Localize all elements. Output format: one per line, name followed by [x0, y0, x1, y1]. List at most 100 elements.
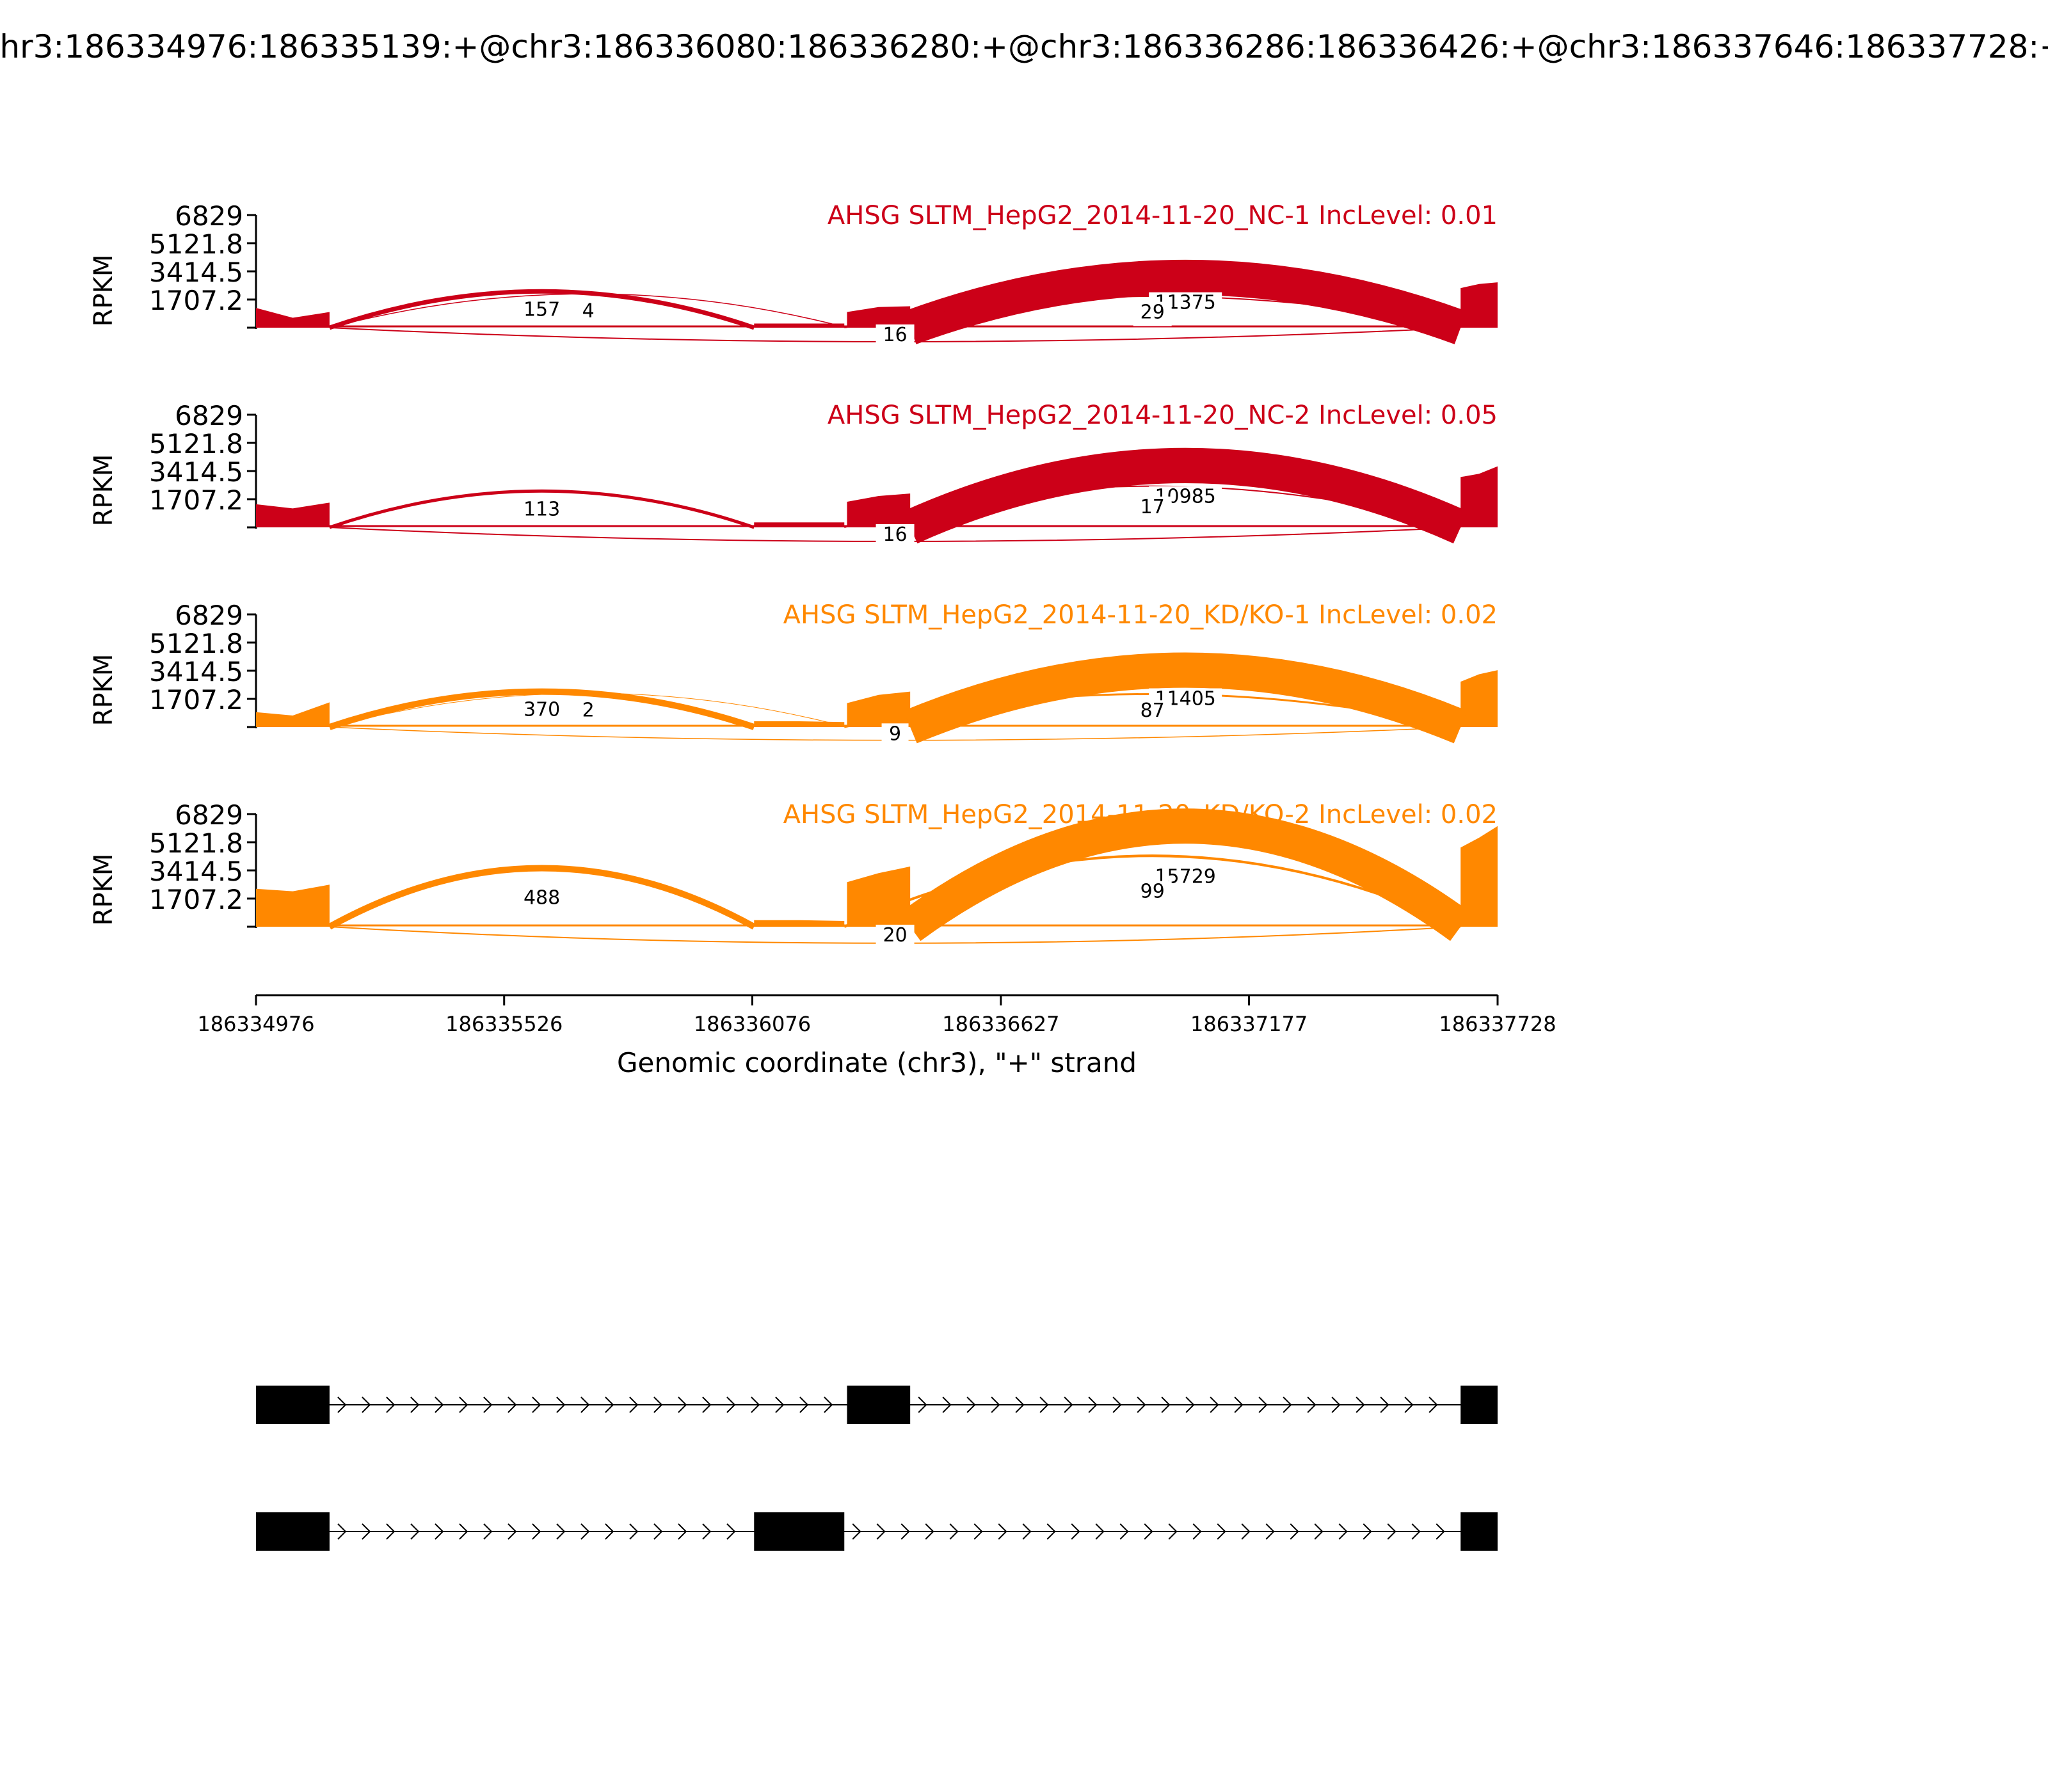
isoform-row	[256, 1512, 1498, 1551]
strand-chevron	[1046, 1523, 1056, 1540]
junction-label-bg	[876, 324, 915, 349]
coverage-area	[256, 702, 330, 727]
strand-chevron	[1356, 1396, 1365, 1413]
strand-chevron	[1258, 1396, 1268, 1413]
junction-arc	[844, 485, 1461, 528]
panel-title: AHSG SLTM_HepG2_2014-11-20_KD/KO-1 IncLe…	[783, 600, 1498, 630]
strand-chevron	[1387, 1523, 1396, 1540]
junction-arc	[329, 293, 847, 328]
junction-label: 16	[883, 524, 907, 546]
coverage-area	[847, 691, 911, 727]
junction-arc	[844, 854, 1462, 928]
strand-chevron	[1161, 1396, 1171, 1413]
x-axis: 186334976 186335526 186336076 186336627 1863…	[197, 994, 1556, 1078]
strand-chevron	[1022, 1523, 1032, 1540]
strand-chevron	[1064, 1396, 1073, 1413]
strand-chevron	[605, 1396, 614, 1413]
strand-chevron	[1241, 1523, 1251, 1540]
strand-chevron	[1436, 1523, 1445, 1540]
strand-chevron	[386, 1523, 396, 1540]
strand-chevron	[362, 1396, 371, 1413]
strand-chevron	[532, 1396, 541, 1413]
coverage-area	[847, 866, 911, 927]
junction-label: 87	[1140, 700, 1165, 722]
strand-chevron	[1168, 1523, 1178, 1540]
x-axis-label: Genomic coordinate (chr3), "+" strand	[617, 1047, 1137, 1078]
coverage-area	[256, 502, 330, 527]
strand-chevron	[1307, 1396, 1316, 1413]
strand-chevron	[459, 1396, 468, 1413]
coverage-area	[1460, 466, 1498, 527]
strand-chevron	[775, 1396, 785, 1413]
x-tick-label: 186337177	[1190, 1012, 1308, 1036]
strand-chevron	[532, 1523, 541, 1540]
strand-chevron	[1411, 1523, 1421, 1540]
strand-chevron	[1290, 1523, 1299, 1540]
junction-label-bg	[1133, 496, 1172, 521]
panel-title: AHSG SLTM_HepG2_2014-11-20_NC-1 IncLevel…	[828, 201, 1498, 230]
strand-chevron	[726, 1523, 736, 1540]
exon-block	[1460, 1512, 1498, 1551]
strand-chevron	[1314, 1523, 1324, 1540]
strand-chevron	[435, 1523, 444, 1540]
junction-arc	[902, 447, 1468, 544]
y-axis-label: RPKM	[89, 454, 118, 527]
junction-label: 29	[1140, 301, 1165, 324]
strand-chevron	[751, 1396, 760, 1413]
strand-chevron	[1404, 1396, 1414, 1413]
strand-chevron	[1095, 1523, 1105, 1540]
strand-chevron	[1380, 1396, 1389, 1413]
coverage-area	[256, 308, 330, 328]
strand-chevron	[678, 1523, 687, 1540]
strand-chevron	[1217, 1523, 1226, 1540]
junction-arc	[328, 289, 755, 330]
coverage-area	[1460, 670, 1498, 727]
junction-label-bg	[881, 723, 909, 748]
y-tick-label: 3414.5	[149, 456, 243, 488]
strand-chevron	[1265, 1523, 1275, 1540]
strand-chevron	[702, 1523, 712, 1540]
y-tick-label: 1707.2	[149, 884, 243, 915]
junction-label: 488	[524, 886, 560, 909]
strand-chevron	[973, 1523, 983, 1540]
strand-chevron	[942, 1396, 952, 1413]
junction-label-bg	[1133, 301, 1172, 326]
x-tick-label: 186334976	[197, 1012, 314, 1036]
y-tick-label: 6829	[175, 200, 243, 232]
y-tick-label: 5121.8	[149, 428, 243, 460]
exon-block	[754, 1512, 845, 1551]
strand-chevron	[1144, 1523, 1153, 1540]
strand-chevron	[966, 1396, 976, 1413]
y-tick-label: 3414.5	[149, 856, 243, 887]
strand-chevron	[410, 1523, 420, 1540]
junction-label: 20	[883, 924, 907, 947]
strand-chevron	[386, 1396, 396, 1413]
junction-label-bg	[516, 699, 567, 724]
junction-label: 16	[883, 324, 907, 346]
junction-label: 17	[1140, 496, 1165, 518]
strand-chevron	[483, 1523, 493, 1540]
strand-chevron	[580, 1396, 590, 1413]
exon-block	[256, 1386, 330, 1424]
strand-chevron	[508, 1523, 517, 1540]
strand-chevron	[1283, 1396, 1292, 1413]
junction-label: 9	[889, 723, 901, 745]
y-tick-label: 3414.5	[149, 656, 243, 687]
junction-label-bg	[575, 700, 602, 724]
strand-chevron	[337, 1396, 347, 1413]
strand-chevron	[702, 1396, 712, 1413]
strand-chevron	[435, 1396, 444, 1413]
strand-chevron	[1338, 1523, 1348, 1540]
strand-chevron	[1428, 1396, 1438, 1413]
exon-block	[1460, 1386, 1498, 1424]
y-tick-label: 1707.2	[149, 285, 243, 316]
junction-label: 370	[524, 698, 560, 721]
junction-label: 113	[524, 499, 560, 521]
strand-chevron	[949, 1523, 959, 1540]
isoform-row	[256, 1386, 1498, 1424]
y-tick-label: 5121.8	[149, 228, 243, 260]
